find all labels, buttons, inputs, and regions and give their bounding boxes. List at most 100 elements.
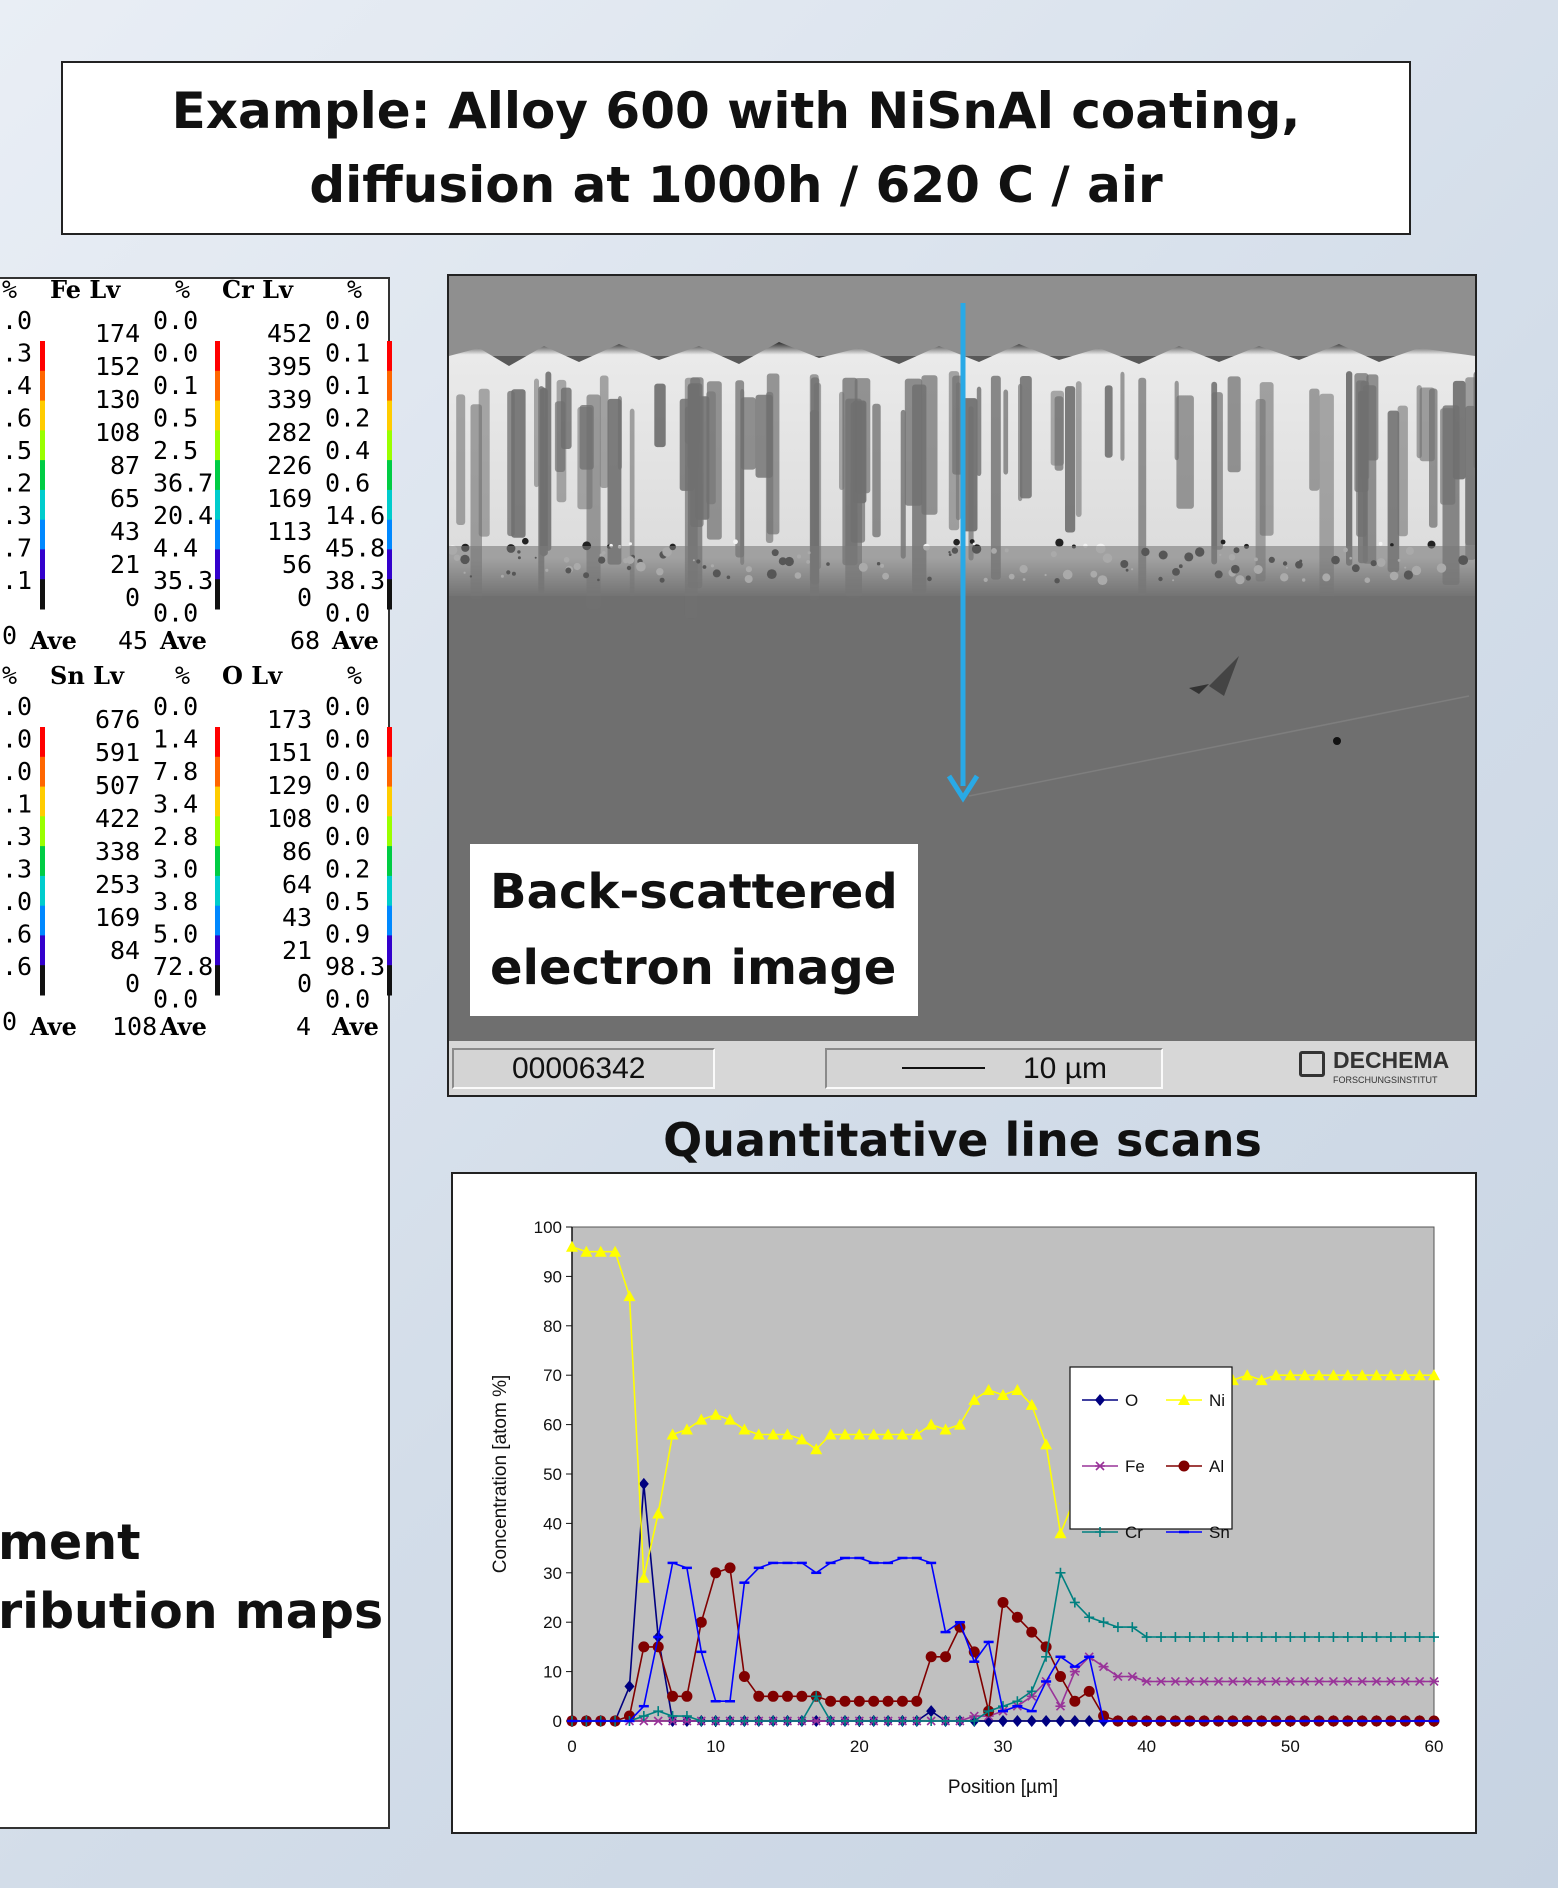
- data-point: [1069, 1597, 1080, 1608]
- map-count-value: 282: [267, 418, 312, 447]
- y-tick-label: 80: [543, 1317, 562, 1336]
- data-point: [1055, 1715, 1066, 1727]
- sem-info-bar: 00006342 10 µm DECHEMA FORSCHUNGSINSTITU…: [449, 1041, 1475, 1095]
- data-point: [1313, 1369, 1326, 1381]
- data-point: [825, 1716, 836, 1726]
- data-point: [1012, 1696, 1023, 1707]
- map-tail-value: 0: [2, 621, 17, 650]
- map-count-value: 43: [110, 517, 140, 546]
- data-point: [710, 1567, 722, 1579]
- map-count-value: 65: [110, 484, 140, 513]
- map-count-value: 0: [125, 583, 140, 612]
- map-percentage-value: 0.0: [325, 599, 370, 628]
- data-point: [1227, 1632, 1238, 1643]
- data-point: [752, 1428, 765, 1440]
- map-element-label: Sn Lv: [50, 661, 125, 690]
- data-point: [1054, 1671, 1066, 1683]
- map-percentage-value: 4.4: [153, 534, 198, 563]
- scale-bar-label: 10 µm: [1023, 1052, 1107, 1085]
- map-ave-value: 45: [118, 626, 148, 655]
- map-count-value: 152: [95, 352, 140, 381]
- map-percentage-value: 2.5: [153, 436, 198, 465]
- data-point: [638, 1477, 649, 1490]
- data-point: [997, 1388, 1009, 1400]
- data-point: [1413, 1369, 1426, 1381]
- map-ave-label: Ave: [159, 626, 207, 655]
- legend-marker: [1178, 1394, 1190, 1405]
- data-point: [1400, 1632, 1411, 1643]
- series-Sn: [567, 1556, 1439, 1723]
- map-percentage-value: .0: [2, 725, 32, 754]
- map-count-value: 174: [95, 319, 140, 348]
- data-point: [1371, 1676, 1382, 1687]
- data-point: [782, 1690, 793, 1702]
- data-point: [1399, 1369, 1412, 1381]
- legend-label: O: [1125, 1391, 1138, 1410]
- map-percentage-value: 45.8: [325, 534, 385, 563]
- map-count-value: 108: [95, 418, 140, 447]
- slide-title-line-1: Example: Alloy 600 with NiSnAl coating,: [171, 82, 1301, 140]
- data-point: [1370, 1369, 1383, 1381]
- data-point: [667, 1690, 679, 1702]
- data-point: [953, 1418, 966, 1430]
- map-count-value: 43: [282, 903, 312, 932]
- legend-marker: [1178, 1460, 1190, 1472]
- data-point: [1026, 1626, 1038, 1638]
- data-point: [1127, 1622, 1138, 1633]
- data-point: [796, 1716, 807, 1726]
- map-percent-sign: %: [2, 661, 17, 690]
- data-point: [1040, 1641, 1052, 1653]
- map-percentage-value: 0.1: [325, 371, 370, 400]
- data-point: [1356, 1369, 1369, 1381]
- data-point: [883, 1716, 894, 1726]
- map-count-value: 21: [282, 936, 312, 965]
- data-point: [1098, 1710, 1110, 1722]
- data-point: [1241, 1369, 1254, 1381]
- data-point: [594, 1245, 607, 1257]
- bse-label-line-2: electron image: [490, 940, 897, 996]
- map-percentage-value: .0: [2, 306, 32, 335]
- data-point: [1428, 1369, 1440, 1381]
- data-point: [652, 1507, 665, 1519]
- legend-label: Fe: [1125, 1457, 1145, 1476]
- data-point: [839, 1716, 850, 1726]
- legend-marker: [1095, 1461, 1105, 1471]
- map-count-value: 21: [110, 550, 140, 579]
- map-count-value: 591: [95, 738, 140, 767]
- data-point: [1242, 1676, 1253, 1687]
- data-point: [1414, 1632, 1425, 1643]
- element-maps-panel: .0 .3 .4 .6 .5 .2 .3 .7 .1% 0 Ave Fe Lv% 174 152 130 10…: [0, 277, 392, 1829]
- map-count-value: 507: [95, 771, 140, 800]
- data-point: [1041, 1651, 1052, 1662]
- map-percentage-value: .1: [2, 790, 32, 819]
- data-point: [1041, 1715, 1052, 1727]
- map-count-value: 130: [95, 385, 140, 414]
- data-point: [997, 1596, 1009, 1608]
- x-tick-label: 20: [850, 1737, 869, 1756]
- data-point: [724, 1413, 737, 1425]
- y-tick-label: 90: [543, 1267, 562, 1286]
- x-tick-label: 50: [1281, 1737, 1300, 1756]
- map-percentage-value: 3.4: [153, 790, 198, 819]
- data-point: [897, 1716, 908, 1726]
- bse-label-line-1: Back-scattered: [490, 864, 898, 920]
- map-count-value: 0: [125, 969, 140, 998]
- map-ave-label: Ave: [331, 626, 379, 655]
- map-count-value: 338: [95, 837, 140, 866]
- data-point: [1055, 1567, 1066, 1578]
- data-point: [1342, 1676, 1353, 1687]
- legend-label: Ni: [1209, 1391, 1225, 1410]
- data-point: [781, 1428, 794, 1440]
- y-tick-label: 100: [534, 1218, 562, 1237]
- data-point: [1170, 1676, 1181, 1687]
- map-percentage-value: 0.1: [153, 371, 198, 400]
- map-element-label: Cr Lv: [222, 279, 294, 304]
- data-point: [1084, 1612, 1095, 1623]
- dechema-logo: DECHEMA FORSCHUNGSINSTITUT: [1297, 1047, 1467, 1091]
- map-count-value: 151: [267, 738, 312, 767]
- x-tick-label: 60: [1425, 1737, 1444, 1756]
- data-point: [1357, 1632, 1368, 1643]
- data-point: [724, 1562, 736, 1574]
- data-point: [1385, 1676, 1396, 1687]
- map-percentage-value: 3.8: [153, 887, 198, 916]
